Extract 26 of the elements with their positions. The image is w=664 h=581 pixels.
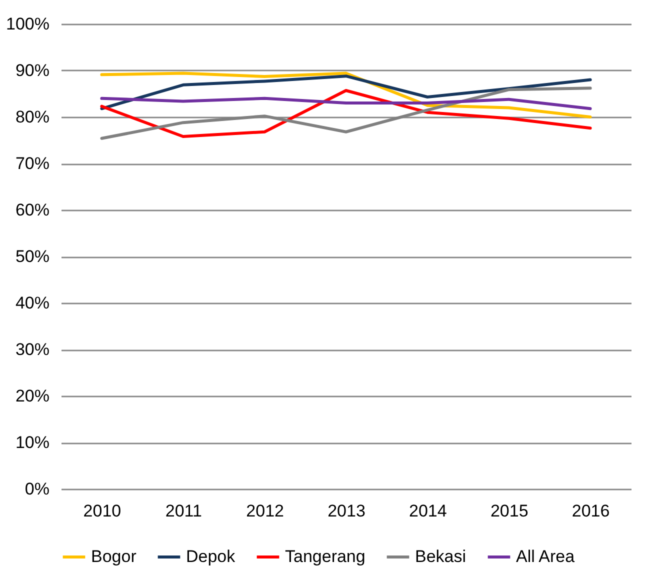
line-series <box>100 72 592 118</box>
x-tick-label: 2015 <box>490 502 528 520</box>
x-tick-label: 2012 <box>246 502 284 520</box>
y-tick-label: 70% <box>15 154 50 173</box>
legend-label: Tangerang <box>285 547 366 566</box>
legend-label: Bekasi <box>415 547 466 566</box>
line-series <box>100 96 592 110</box>
y-tick-label: 60% <box>15 200 50 220</box>
x-tick-label: 2013 <box>328 502 366 520</box>
legend-label: Bogor <box>91 547 137 566</box>
y-tick-label: 0% <box>24 480 50 498</box>
legend-label: Depok <box>186 547 236 566</box>
y-tick-label: 90% <box>15 61 50 80</box>
y-tick-label: 40% <box>15 294 50 312</box>
y-tick-label: 80% <box>15 108 50 126</box>
y-tick-label: 100% <box>6 14 50 34</box>
x-tick-label: 2011 <box>165 502 202 520</box>
y-tick-label: 10% <box>15 433 50 452</box>
x-tick-label: 2014 <box>409 502 447 520</box>
x-tick-label: 2016 <box>572 502 610 520</box>
line-series <box>100 74 592 110</box>
y-tick-label: 50% <box>15 247 50 266</box>
x-tick-label: 2010 <box>83 502 122 520</box>
y-tick-label: 20% <box>15 386 50 406</box>
legend-label: All Area <box>516 547 576 566</box>
y-tick-label: 30% <box>15 340 50 359</box>
